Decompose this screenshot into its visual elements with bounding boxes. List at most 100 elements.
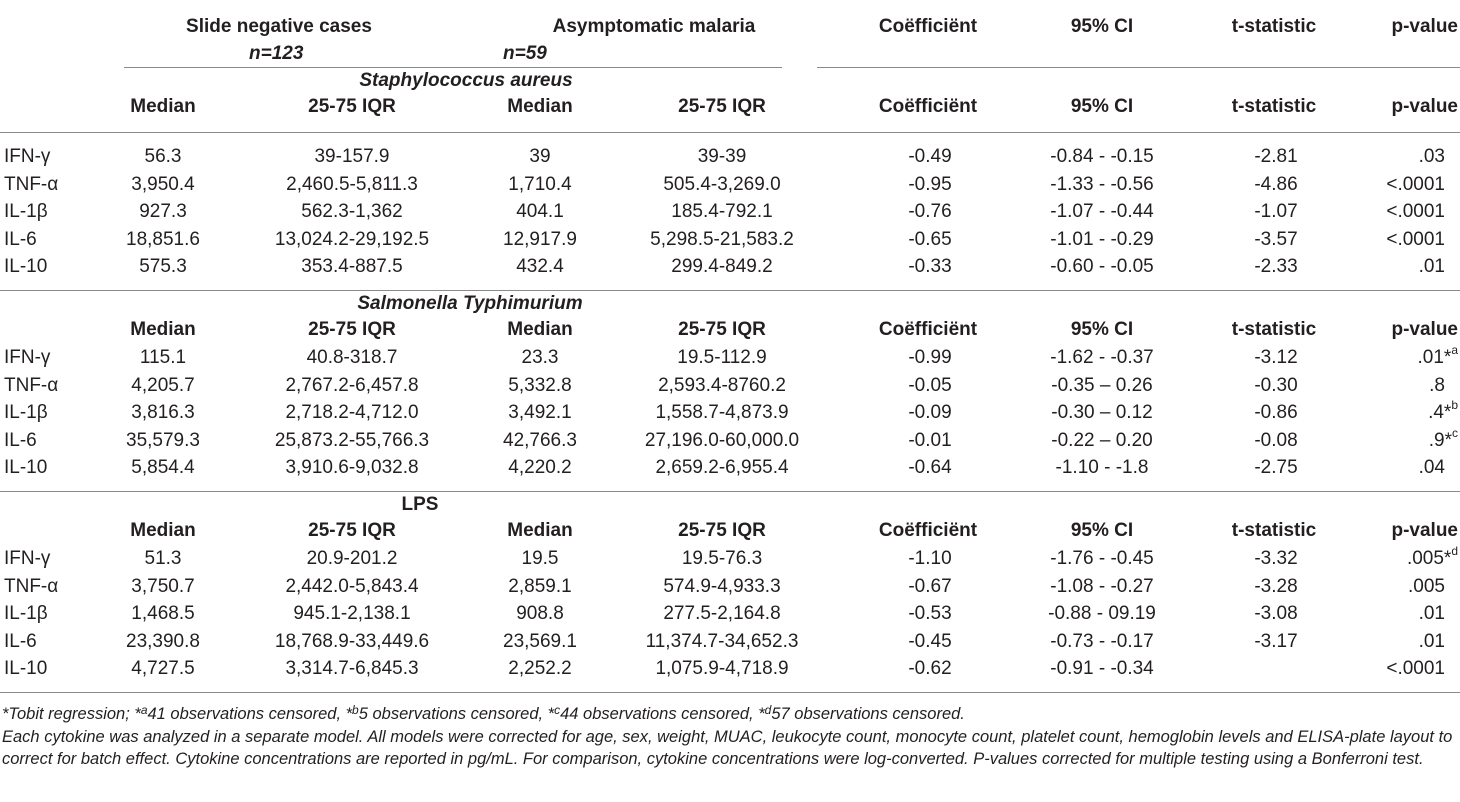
cell-m2: 908.8 [516, 603, 564, 624]
cell-iqr1: 3,314.7-6,845.3 [285, 658, 419, 679]
cell-name: IL-1β [4, 603, 48, 624]
cell-t: -0.86 [1254, 402, 1298, 423]
cell-coef: -0.62 [908, 658, 952, 679]
cell-name: IL-1β [4, 402, 48, 423]
cell-m1: 927.3 [139, 201, 187, 222]
rule-section [0, 692, 1460, 693]
cell-name: IL-1β [4, 201, 48, 222]
footnote-tobit: *Tobit regression; *a41 observations cen… [2, 703, 1458, 725]
cell-t: -3.32 [1254, 548, 1298, 569]
cell-m1: 5,854.4 [131, 457, 195, 478]
column-header-p: p-value [1391, 319, 1458, 340]
column-header-t: t-statistic [1231, 520, 1317, 541]
rule-section [0, 290, 1460, 291]
cell-m1: 35,579.3 [126, 429, 200, 451]
cell-name: IL-10 [4, 457, 48, 478]
cell-ci: -1.01 - -0.29 [1050, 228, 1154, 250]
footnote-part: *Tobit regression; * [2, 705, 141, 723]
cell-coef: -0.95 [908, 173, 952, 195]
cell-iqr2: 574.9-4,933.3 [663, 575, 781, 597]
cell-iqr2: 19.5-112.9 [677, 347, 767, 368]
cell-iqr1: 2,767.2-6,457.8 [285, 374, 419, 396]
column-header-median: Median [507, 520, 573, 541]
footnote-marker: b [1451, 398, 1458, 412]
footnote-sup: b [352, 703, 359, 717]
header-group2-n: n=59 [503, 43, 547, 64]
column-header-ci: 95% CI [1070, 96, 1134, 117]
header-ci: 95% CI [1070, 16, 1134, 37]
cell-iqr2: 11,374.7-34,652.3 [645, 630, 799, 652]
cell-p: .01*a [1417, 343, 1459, 368]
cell-t: -0.08 [1254, 429, 1298, 451]
cell-ci: -1.33 - -0.56 [1050, 173, 1154, 195]
cell-p: .01 [1418, 603, 1445, 624]
cell-name: IFN-γ [4, 347, 51, 368]
cell-iqr1: 18,768.9-33,449.6 [274, 630, 430, 652]
cell-p: .005 [1408, 575, 1445, 597]
cell-m2: 1,710.4 [508, 173, 572, 195]
cell-iqr2: 5,298.5-21,583.2 [650, 228, 794, 250]
cell-coef: -0.65 [908, 228, 952, 250]
cell-t: -2.81 [1254, 146, 1298, 167]
footnote-sup: c [554, 703, 561, 717]
cell-ci: -1.08 - -0.27 [1050, 575, 1154, 597]
section-title: LPS [401, 494, 439, 515]
cell-iqr2: 1,558.7-4,873.9 [655, 402, 789, 423]
cell-t: -3.12 [1254, 347, 1298, 368]
column-header-iqr: 25-75 IQR [308, 319, 396, 340]
column-header-ci: 95% CI [1070, 520, 1134, 541]
cell-iqr2: 299.4-849.2 [671, 256, 773, 277]
cell-t: -2.33 [1254, 256, 1298, 277]
cell-t: -3.28 [1254, 575, 1298, 597]
column-header-t: t-statistic [1231, 96, 1317, 117]
section-title: Salmonella Typhimurium [357, 293, 583, 314]
cell-p: .01 [1418, 256, 1445, 277]
footnote-sup: d [764, 703, 772, 717]
footnote-marker: a [1451, 343, 1458, 357]
cell-m2: 404.1 [516, 201, 564, 222]
header-group1-n: n=123 [249, 43, 304, 64]
cell-t: -0.30 [1254, 374, 1298, 396]
cell-m2: 4,220.2 [508, 457, 572, 478]
cell-t: -3.08 [1254, 603, 1298, 624]
cell-ci: -0.35 – 0.26 [1051, 374, 1153, 396]
cell-iqr1: 353.4-887.5 [301, 256, 403, 277]
column-header-median: Median [130, 520, 196, 541]
header-t-statistic: t-statistic [1231, 16, 1317, 37]
cell-coef: -0.67 [908, 575, 952, 597]
cell-ci: -0.60 - -0.05 [1050, 256, 1154, 277]
footnote-marker: d [1451, 544, 1458, 558]
section-title: Staphylococcus aureus [359, 70, 573, 91]
column-header-iqr: 25-75 IQR [678, 319, 766, 340]
column-header-coef: Coëfficiënt [878, 96, 978, 117]
rule-groups [124, 67, 782, 68]
cell-t: -3.57 [1254, 228, 1298, 250]
cell-iqr2: 2,593.4-8760.2 [658, 374, 786, 396]
cell-m2: 3,492.1 [508, 402, 572, 423]
cell-t: -4.86 [1254, 173, 1298, 195]
rule-section [0, 491, 1460, 492]
cell-t: -2.75 [1254, 457, 1298, 478]
cell-p: <.0001 [1386, 658, 1445, 679]
cell-coef: -0.33 [908, 256, 952, 277]
column-header-median: Median [507, 96, 573, 117]
cell-name: TNF-α [4, 575, 59, 597]
cell-iqr2: 505.4-3,269.0 [663, 173, 781, 195]
cell-name: TNF-α [4, 374, 59, 396]
cell-p: .9*c [1428, 425, 1458, 451]
column-header-coef: Coëfficiënt [878, 520, 978, 541]
column-header-t: t-statistic [1231, 319, 1317, 340]
header-coefficient: Coëfficiënt [878, 16, 978, 37]
cell-m1: 56.3 [144, 146, 182, 167]
cell-coef: -0.45 [908, 630, 952, 652]
cell-coef: -0.53 [908, 603, 952, 624]
cell-iqr2: 39-39 [697, 146, 747, 167]
header-group1: Slide negative cases [186, 16, 372, 37]
cell-m2: 5,332.8 [508, 374, 572, 396]
cell-name: IL-6 [4, 228, 37, 250]
cell-iqr1: 40.8-318.7 [306, 347, 398, 368]
cell-m2: 12,917.9 [503, 228, 577, 250]
column-header-iqr: 25-75 IQR [678, 96, 766, 117]
cell-m2: 42,766.3 [503, 429, 577, 451]
cell-iqr2: 27,196.0-60,000.0 [644, 429, 800, 451]
